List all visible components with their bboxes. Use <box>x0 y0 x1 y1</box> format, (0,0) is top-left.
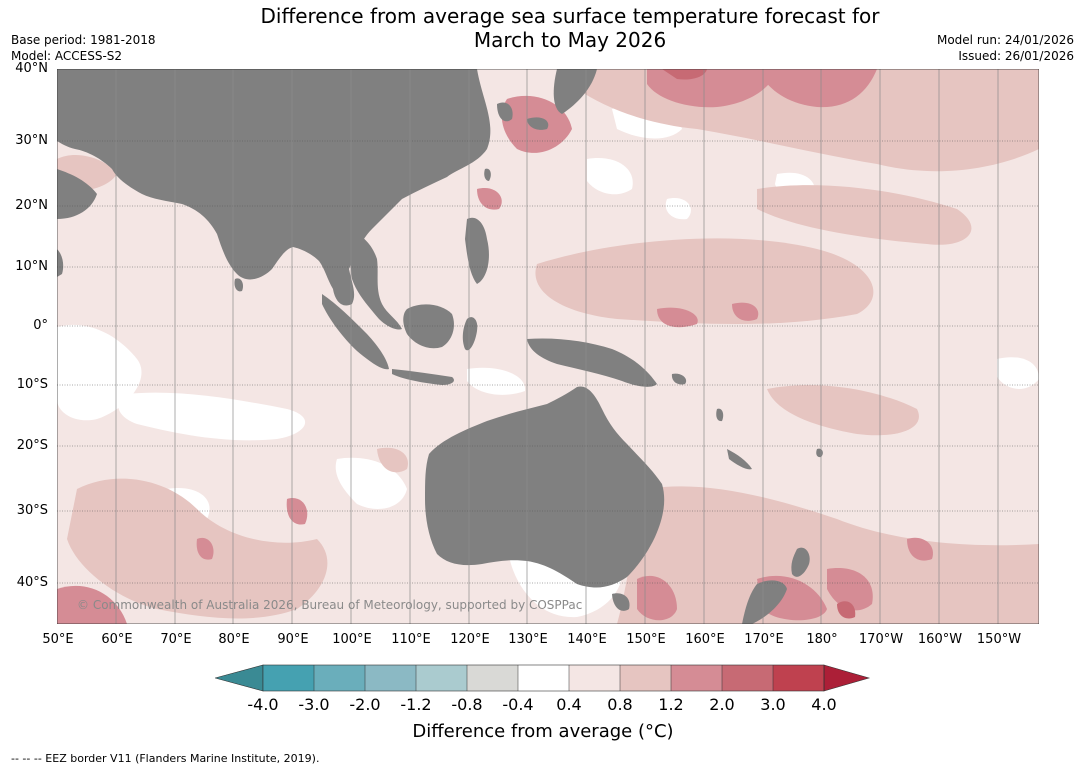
colorbar-tick: -1.2 <box>400 695 432 714</box>
lon-label-110e: 110°E <box>391 632 431 647</box>
lon-label-160w: 160°W <box>917 632 963 647</box>
colorbar-tick: 3.0 <box>760 695 786 714</box>
base-period: Base period: 1981-2018 <box>11 33 156 47</box>
issued-date: Issued: 26/01/2026 <box>958 49 1074 63</box>
colorbar-segment <box>467 665 518 691</box>
lon-label-170w: 170°W <box>858 632 904 647</box>
colorbar-frame <box>262 664 825 692</box>
lon-label-80e: 80°E <box>218 632 250 647</box>
lon-label-90e: 90°E <box>277 632 309 647</box>
colorbar-tick: -4.0 <box>247 695 279 714</box>
lat-label-30n: 30°N <box>15 133 48 148</box>
colorbar-label: Difference from average (°C) <box>412 721 674 742</box>
colorbar-tick: 0.4 <box>556 695 582 714</box>
colorbar-tick: 4.0 <box>811 695 837 714</box>
model-run: Model run: 24/01/2026 <box>936 33 1074 47</box>
lon-label-70e: 70°E <box>160 632 192 647</box>
colorbar-segment <box>263 665 314 691</box>
colorbar-tick: 1.2 <box>658 695 684 714</box>
colorbar-segment <box>569 665 620 691</box>
anomaly-2.0-3.0-regions <box>662 69 856 619</box>
lat-label-30s: 30°S <box>16 503 48 518</box>
colorbar-arrow-high <box>823 664 871 692</box>
colorbar-dividers <box>313 665 774 691</box>
lon-label-170e: 170°E <box>744 632 784 647</box>
colorbar-tick: 0.8 <box>607 695 633 714</box>
lat-label-10s: 10°S <box>16 377 48 392</box>
colorbar-tick: 2.0 <box>709 695 735 714</box>
colorbar-tick: -2.0 <box>349 695 381 714</box>
lon-label-150w: 150°W <box>976 632 1022 647</box>
map-title: Difference from average sea surface temp… <box>0 4 1085 52</box>
colorbar-tick: -0.4 <box>502 695 534 714</box>
lon-label-180: 180° <box>806 632 838 647</box>
title-line-1: Difference from average sea surface temp… <box>260 4 880 28</box>
colorbar-tick: -0.8 <box>451 695 483 714</box>
latitude-gridlines <box>57 140 1039 584</box>
lon-label-150e: 150°E <box>626 632 666 647</box>
anomaly-1.2-2.0-regions <box>57 69 933 624</box>
lon-label-160e: 160°E <box>685 632 725 647</box>
sst-anomaly-map <box>57 69 1039 624</box>
lat-label-20n: 20°N <box>15 198 48 213</box>
colorbar-segment <box>722 665 773 691</box>
title-line-2: March to May 2026 <box>473 28 667 52</box>
meta-right: Model run: 24/01/2026 Issued: 26/01/2026 <box>937 32 1074 64</box>
lon-label-60e: 60°E <box>101 632 133 647</box>
lat-label-40s: 40°S <box>16 575 48 590</box>
colorbar-segment <box>620 665 671 691</box>
colorbar <box>215 664 871 692</box>
lon-label-120e: 120°E <box>450 632 490 647</box>
lon-label-100e: 100°E <box>332 632 372 647</box>
colorbar-segment <box>416 665 467 691</box>
model-name: Model: ACCESS-S2 <box>11 49 123 63</box>
colorbar-segment <box>671 665 722 691</box>
colorbar-tick: -3.0 <box>298 695 330 714</box>
lon-label-140e: 140°E <box>567 632 607 647</box>
lat-label-20s: 20°S <box>16 438 48 453</box>
lon-label-50e: 50°E <box>42 632 74 647</box>
copyright-notice: © Commonwealth of Australia 2026, Bureau… <box>77 598 583 612</box>
lon-label-130e: 130°E <box>508 632 548 647</box>
lat-label-10n: 10°N <box>15 259 48 274</box>
colorbar-segment <box>365 665 416 691</box>
colorbar-segment <box>314 665 365 691</box>
colorbar-segment <box>773 665 824 691</box>
longitude-gridlines <box>115 69 999 624</box>
lat-label-equator: 0° <box>33 318 48 333</box>
colorbar-arrow-low <box>215 664 264 692</box>
eez-footnote: -- -- -- EEZ border V11 (Flanders Marine… <box>11 752 320 765</box>
meta-left: Base period: 1981-2018 Model: ACCESS-S2 <box>11 32 156 64</box>
lat-label-40n: 40°N <box>15 61 48 76</box>
colorbar-segment <box>518 665 569 691</box>
land-masses <box>57 69 823 624</box>
